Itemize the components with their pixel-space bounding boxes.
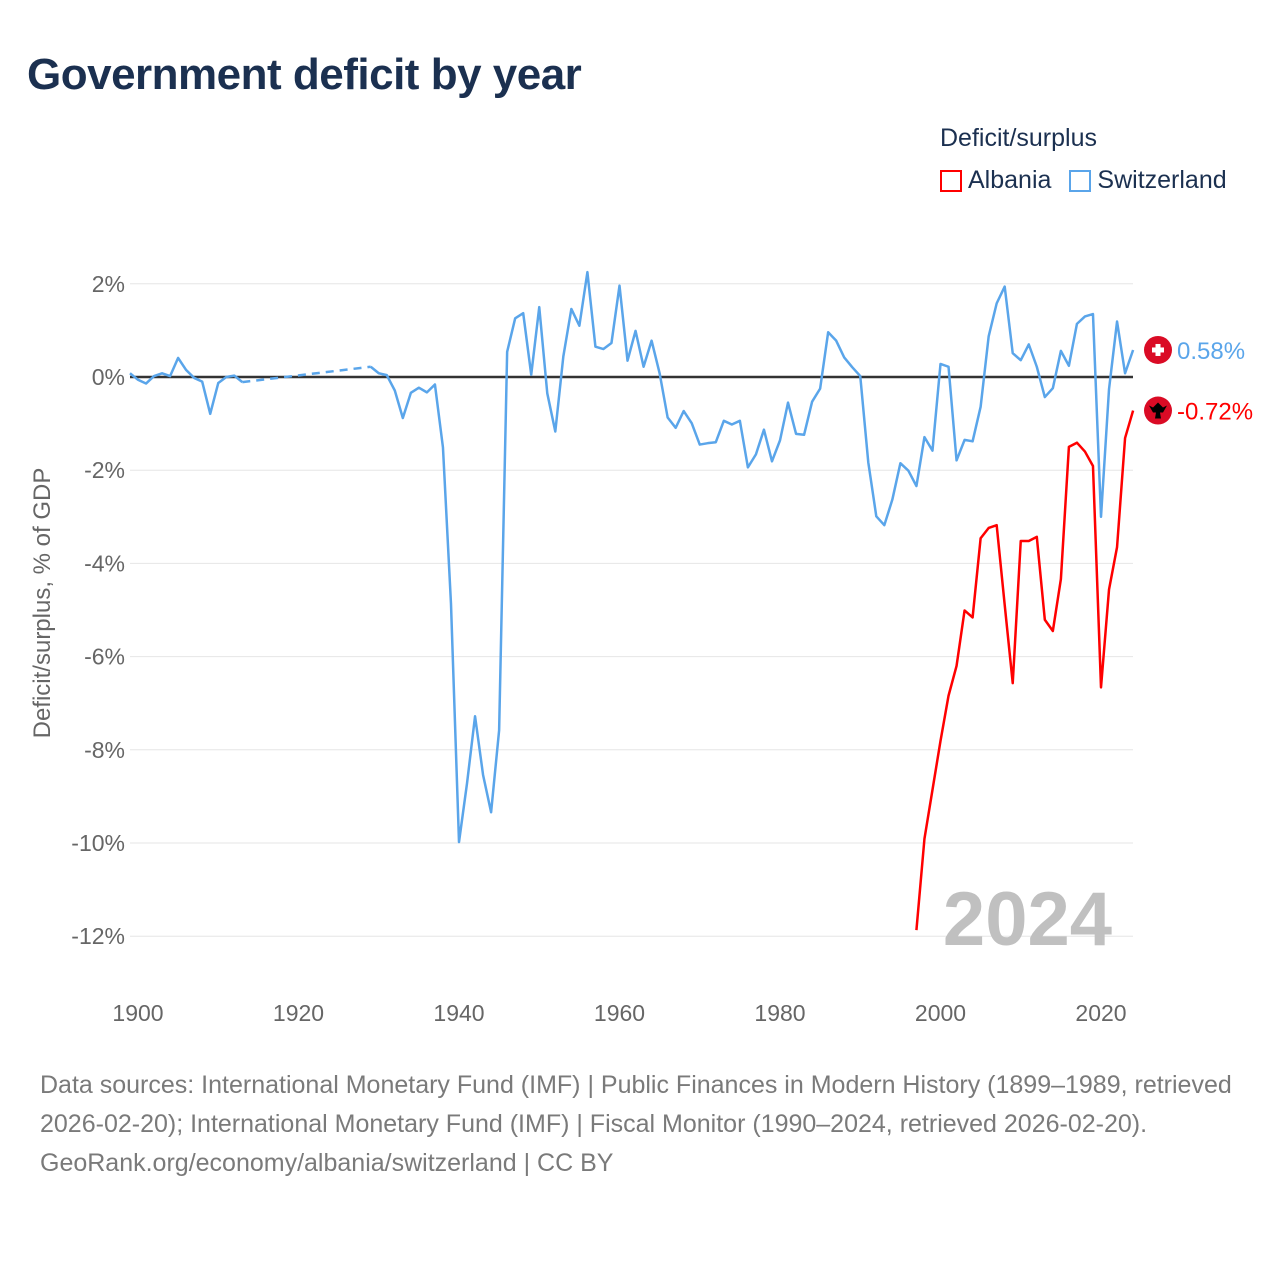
legend-title: Deficit/surplus	[940, 124, 1097, 152]
y-tick-label: -6%	[84, 644, 125, 670]
y-tick-label: -8%	[84, 737, 125, 763]
data-sources: Data sources: International Monetary Fun…	[40, 1071, 1232, 1138]
switzerland-end-value: 0.58%	[1177, 338, 1245, 365]
x-tick-label: 1960	[594, 1000, 645, 1026]
line-chart: 2% 0% -2% -4% -6% -8% -10% -12% 1900 1920 1940 1960…	[29, 270, 1253, 1026]
x-tick-label: 1920	[273, 1000, 324, 1026]
legend-swatch-albania	[940, 169, 962, 192]
albania-line	[915, 410, 1135, 931]
y-tick-label: -2%	[84, 457, 125, 483]
y-axis-label: Deficit/surplus, % of GDP	[29, 468, 56, 739]
credit-link[interactable]: GeoRank.org/economy/albania/switzerland …	[40, 1149, 614, 1177]
y-tick-label: 2%	[92, 271, 125, 297]
watermark-year: 2024	[943, 877, 1112, 962]
legend-swatch-switzerland	[1069, 169, 1092, 192]
y-tick-label: -4%	[84, 550, 125, 576]
y-tick-label: 0%	[92, 364, 125, 390]
legend-item-albania[interactable]: Albania	[940, 166, 1051, 195]
y-tick-label: -12%	[71, 923, 125, 949]
switzerland-line	[369, 270, 1135, 844]
legend-label: Albania	[968, 166, 1052, 194]
legend-item-switzerland[interactable]: Switzerland	[1069, 166, 1227, 195]
y-tick-label: -10%	[71, 830, 125, 856]
x-tick-label: 1900	[112, 1000, 163, 1026]
switzerland-gap-line	[242, 365, 371, 384]
switzerland-line	[129, 356, 244, 416]
x-tick-label: 1980	[754, 1000, 805, 1026]
switzerland-flag-icon	[1144, 335, 1172, 364]
x-tick-label: 2020	[1075, 1000, 1126, 1026]
albania-flag-icon	[1144, 396, 1172, 425]
legend: Albania Switzerland	[940, 166, 1227, 195]
x-tick-label: 2000	[915, 1000, 966, 1026]
page-title: Government deficit by year	[27, 50, 582, 99]
legend-label: Switzerland	[1097, 166, 1227, 194]
footer: Data sources: International Monetary Fun…	[40, 1066, 1240, 1183]
albania-end-value: -0.72%	[1177, 399, 1253, 426]
x-tick-label: 1940	[433, 1000, 484, 1026]
